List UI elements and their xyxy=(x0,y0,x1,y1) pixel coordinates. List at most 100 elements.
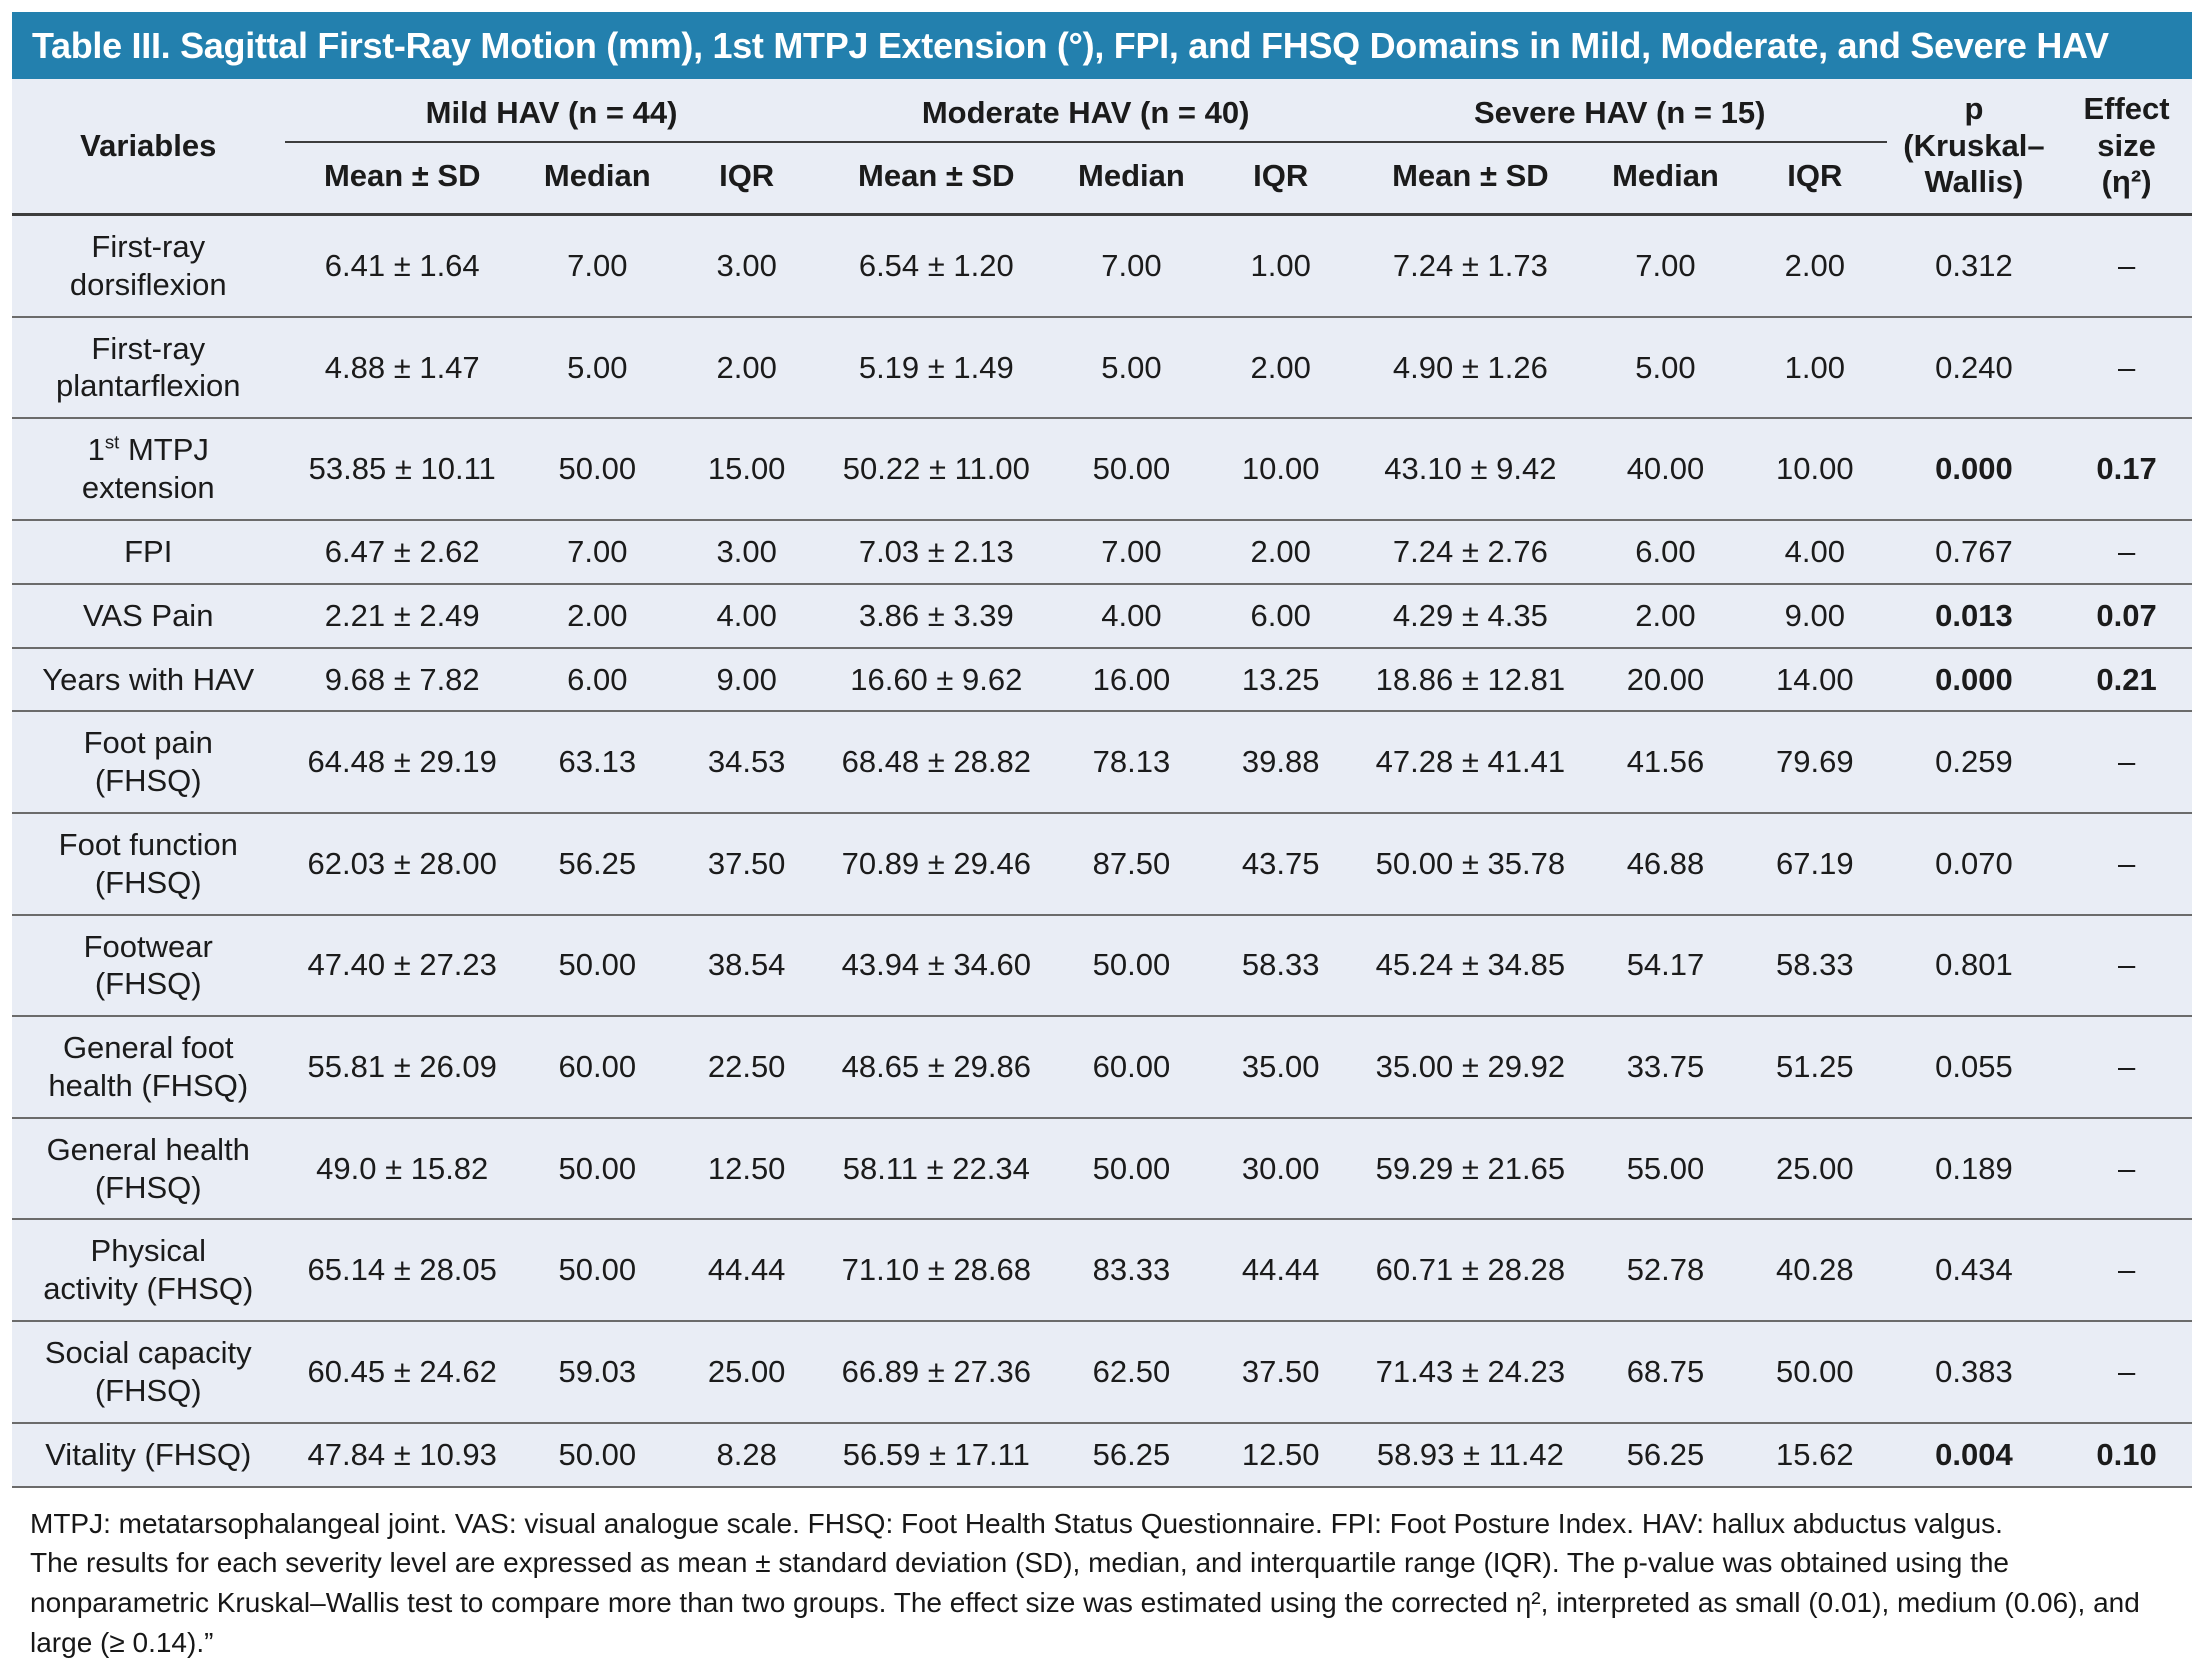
group-header-row: Variables Mild HAV (n = 44) Moderate HAV… xyxy=(12,79,2192,199)
value-cell: 48.65 ± 29.86 xyxy=(841,1049,1031,1085)
row-label: First-ray plantarflexion xyxy=(56,330,241,404)
value-cell: 7.03 ± 2.13 xyxy=(858,533,1014,569)
value-cell: 60.00 xyxy=(558,1049,637,1085)
p-value-cell: 0.312 xyxy=(1935,247,2013,283)
value-cell: 50.00 xyxy=(558,947,637,983)
value-cell: 55.81 ± 26.09 xyxy=(307,1049,497,1085)
table-row: Physical activity (FHSQ) 65.14 ± 28.05 50.… xyxy=(12,1219,2192,1322)
value-cell: 25.00 xyxy=(707,1353,786,1389)
table-row: VAS Pain 2.21 ± 2.49 2.00 4.00 3.86 ± 3.39 4.… xyxy=(12,584,2192,648)
value-cell: 9.00 xyxy=(1784,597,1845,633)
value-cell: 7.24 ± 2.76 xyxy=(1392,533,1548,569)
value-cell: 6.00 xyxy=(1635,533,1696,569)
value-cell: 50.00 xyxy=(1092,1150,1171,1186)
value-cell: 3.86 ± 3.39 xyxy=(858,597,1014,633)
value-cell: 68.75 xyxy=(1626,1353,1705,1389)
value-cell: 2.21 ± 2.49 xyxy=(324,597,480,633)
value-cell: 87.50 xyxy=(1092,845,1171,881)
column-subheader: IQR xyxy=(719,158,775,193)
value-cell: 6.41 ± 1.64 xyxy=(324,247,480,283)
value-cell: 1.00 xyxy=(1784,349,1845,385)
value-cell: 45.24 ± 34.85 xyxy=(1375,947,1566,983)
value-cell: 10.00 xyxy=(1241,451,1320,487)
value-cell: 2.00 xyxy=(1635,597,1696,633)
value-cell: 39.88 xyxy=(1241,744,1320,780)
table-row: Social capacity (FHSQ) 60.45 ± 24.62 59.03… xyxy=(12,1321,2192,1423)
effect-size-cell: – xyxy=(2117,947,2136,983)
table-row: General health (FHSQ) 49.0 ± 15.82 50.00 12… xyxy=(12,1118,2192,1220)
value-cell: 43.75 xyxy=(1241,845,1320,881)
value-cell: 49.0 ± 15.82 xyxy=(316,1150,489,1186)
p-value-cell: 0.189 xyxy=(1935,1150,2013,1186)
value-cell: 40.28 xyxy=(1776,1252,1854,1288)
value-cell: 5.00 xyxy=(1101,349,1162,385)
table-row: FPI 6.47 ± 2.62 7.00 3.00 7.03 ± 2.13 7.00 2.0… xyxy=(12,520,2192,584)
value-cell: 25.00 xyxy=(1776,1150,1854,1186)
column-header-effect-size: Effect size (η²) xyxy=(2083,91,2170,200)
value-cell: 67.19 xyxy=(1776,845,1854,881)
value-cell: 51.25 xyxy=(1776,1049,1854,1085)
value-cell: 40.00 xyxy=(1626,451,1705,487)
effect-size-cell: – xyxy=(2117,1150,2136,1186)
value-cell: 50.00 xyxy=(558,1252,637,1288)
effect-size-cell: – xyxy=(2117,349,2136,385)
value-cell: 58.33 xyxy=(1776,947,1854,983)
column-subheader: IQR xyxy=(1253,158,1309,193)
value-cell: 4.90 ± 1.26 xyxy=(1392,349,1548,385)
value-cell: 30.00 xyxy=(1241,1150,1320,1186)
table-footnotes: MTPJ: metatarsophalangeal joint. VAS: vi… xyxy=(12,1488,2192,1663)
p-value-cell: 0.055 xyxy=(1935,1049,2013,1085)
value-cell: 47.40 ± 27.23 xyxy=(307,947,497,983)
value-cell: 15.62 xyxy=(1776,1436,1854,1472)
row-label: General health (FHSQ) xyxy=(46,1131,250,1205)
value-cell: 53.85 ± 10.11 xyxy=(308,451,496,487)
value-cell: 59.03 xyxy=(558,1353,637,1389)
value-cell: 6.54 ± 1.20 xyxy=(858,247,1014,283)
value-cell: 65.14 ± 28.05 xyxy=(307,1252,497,1288)
p-value-cell: 0.000 xyxy=(1935,661,2013,697)
value-cell: 35.00 ± 29.92 xyxy=(1375,1049,1566,1085)
value-cell: 8.28 xyxy=(716,1436,777,1472)
effect-size-cell: – xyxy=(2117,247,2136,283)
value-cell: 2.00 xyxy=(1784,247,1845,283)
value-cell: 83.33 xyxy=(1092,1252,1171,1288)
effect-size-cell: 0.10 xyxy=(2096,1436,2157,1472)
value-cell: 9.00 xyxy=(716,661,777,697)
value-cell: 12.50 xyxy=(1241,1436,1320,1472)
table-header: Variables Mild HAV (n = 44) Moderate HAV… xyxy=(12,79,2192,215)
value-cell: 70.89 ± 29.46 xyxy=(841,845,1031,881)
table-title-bar: Table III. Sagittal First-Ray Motion (mm… xyxy=(12,12,2192,79)
effect-size-cell: 0.17 xyxy=(2096,451,2157,487)
value-cell: 14.00 xyxy=(1776,661,1854,697)
value-cell: 66.89 ± 27.36 xyxy=(841,1353,1031,1389)
value-cell: 22.50 xyxy=(707,1049,786,1085)
value-cell: 3.00 xyxy=(716,533,777,569)
value-cell: 44.44 xyxy=(707,1252,786,1288)
value-cell: 62.50 xyxy=(1092,1353,1171,1389)
value-cell: 56.25 xyxy=(558,845,637,881)
value-cell: 16.60 ± 9.62 xyxy=(850,661,1023,697)
value-cell: 60.71 ± 28.28 xyxy=(1375,1252,1566,1288)
value-cell: 50.00 ± 35.78 xyxy=(1375,845,1566,881)
row-label: Physical activity (FHSQ) xyxy=(43,1233,254,1307)
table-row: Years with HAV 9.68 ± 7.82 6.00 9.00 16.60 ±… xyxy=(12,648,2192,712)
row-label: Years with HAV xyxy=(42,661,255,697)
effect-size-cell: – xyxy=(2117,1252,2136,1288)
row-label: First-ray dorsiflexion xyxy=(69,229,227,302)
value-cell: 52.78 xyxy=(1626,1252,1705,1288)
table-row: First-ray dorsiflexion 6.41 ± 1.64 7.00 3.0… xyxy=(12,215,2192,317)
column-header-p-kruskal-wallis: p (Kruskal– Wallis) xyxy=(1903,91,2045,200)
value-cell: 50.00 xyxy=(558,451,637,487)
value-cell: 43.10 ± 9.42 xyxy=(1384,451,1557,487)
footnote-abbreviations: MTPJ: metatarsophalangeal joint. VAS: vi… xyxy=(30,1507,2003,1539)
value-cell: 2.00 xyxy=(1250,533,1311,569)
value-cell: 47.84 ± 10.93 xyxy=(307,1436,497,1472)
value-cell: 3.00 xyxy=(716,247,777,283)
effect-size-cell: – xyxy=(2117,1353,2136,1389)
value-cell: 7.00 xyxy=(1101,247,1162,283)
column-subheader: Mean ± SD xyxy=(323,158,481,193)
value-cell: 78.13 xyxy=(1092,744,1171,780)
p-value-cell: 0.383 xyxy=(1935,1353,2013,1389)
p-value-cell: 0.013 xyxy=(1935,597,2013,633)
